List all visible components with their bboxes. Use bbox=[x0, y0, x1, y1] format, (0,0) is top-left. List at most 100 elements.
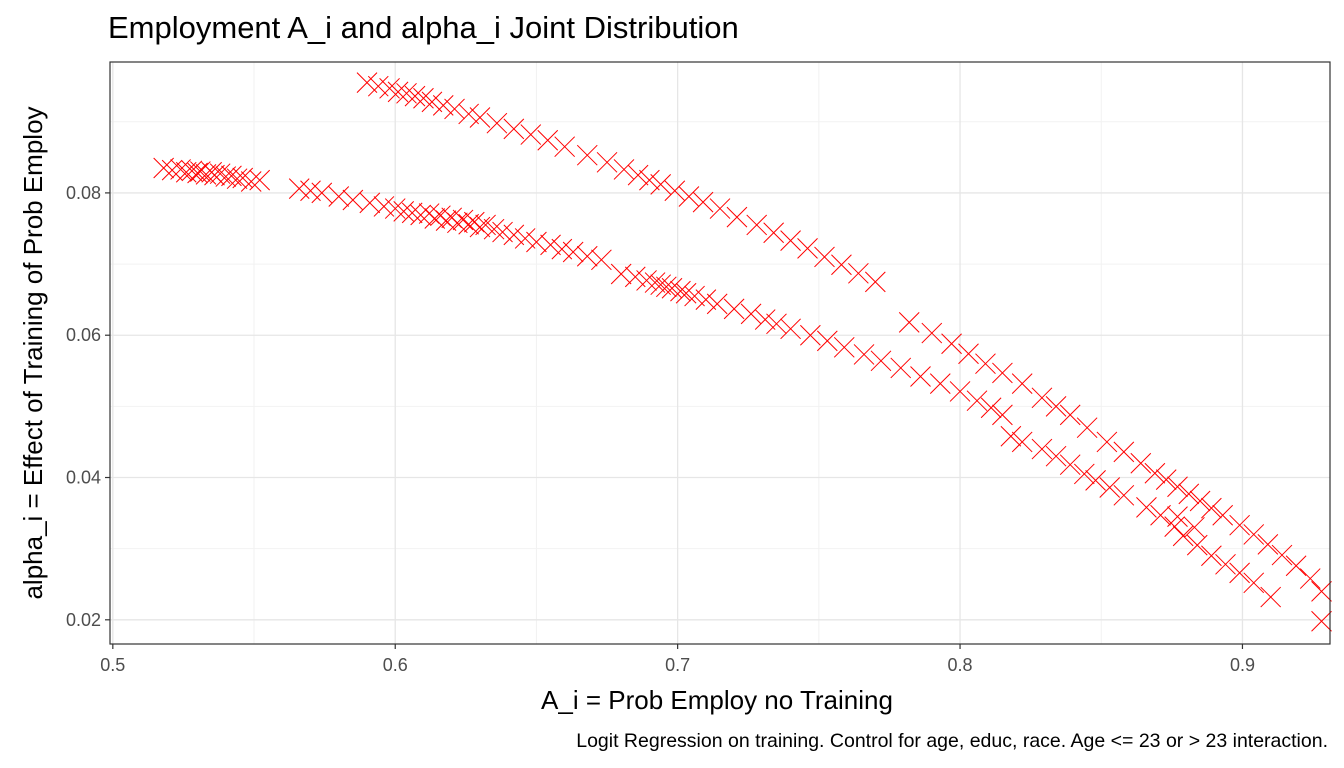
data-point bbox=[410, 204, 432, 226]
chart-caption: Logit Regression on training. Control fo… bbox=[576, 730, 1328, 752]
data-point bbox=[678, 186, 700, 207]
data-point bbox=[475, 214, 496, 236]
data-point bbox=[910, 366, 931, 387]
data-point bbox=[848, 262, 869, 284]
x-tick-label: 0.7 bbox=[665, 655, 690, 675]
data-point bbox=[356, 72, 378, 93]
data-point bbox=[359, 192, 381, 214]
data-point bbox=[514, 228, 536, 249]
x-tick-label: 0.5 bbox=[100, 655, 125, 675]
data-point bbox=[1299, 568, 1321, 589]
data-point bbox=[554, 136, 576, 158]
data-point bbox=[1229, 514, 1250, 536]
data-point bbox=[458, 213, 480, 235]
data-point bbox=[596, 151, 618, 173]
data-point bbox=[393, 201, 415, 222]
data-point bbox=[870, 350, 892, 372]
data-point bbox=[551, 238, 573, 260]
data-point bbox=[661, 277, 683, 299]
data-point bbox=[1136, 497, 1157, 518]
data-point bbox=[537, 129, 559, 151]
data-point bbox=[1031, 438, 1053, 460]
data-point bbox=[387, 81, 409, 103]
data-point bbox=[520, 124, 542, 145]
data-point bbox=[980, 397, 1002, 419]
data-point bbox=[1201, 545, 1222, 567]
data-point bbox=[610, 263, 632, 285]
x-axis-ticks: 0.5 0.6 0.7 0.8 0.9 bbox=[100, 644, 1255, 675]
x-tick-label: 0.8 bbox=[948, 655, 973, 675]
data-point bbox=[1167, 506, 1188, 527]
data-point bbox=[161, 159, 183, 181]
data-point bbox=[958, 343, 979, 365]
y-tick-label: 0.02 bbox=[66, 610, 101, 630]
data-point bbox=[636, 270, 657, 291]
data-point bbox=[342, 189, 364, 211]
data-point bbox=[469, 216, 491, 238]
data-point bbox=[444, 98, 465, 120]
data-point bbox=[949, 381, 971, 402]
data-point bbox=[695, 289, 717, 310]
x-tick-label: 0.6 bbox=[383, 655, 408, 675]
data-point bbox=[780, 230, 801, 251]
data-point bbox=[469, 107, 491, 128]
data-point bbox=[1096, 431, 1118, 453]
data-point bbox=[1150, 504, 1171, 526]
data-point bbox=[232, 167, 254, 189]
y-axis-label: alpha_i = Effect of Training of Prob Emp… bbox=[18, 106, 48, 599]
data-point bbox=[486, 112, 508, 134]
data-point bbox=[401, 202, 423, 224]
data-point bbox=[1186, 534, 1208, 556]
data-point bbox=[650, 174, 672, 195]
y-tick-label: 0.08 bbox=[66, 183, 101, 203]
data-point bbox=[526, 231, 547, 253]
data-point bbox=[1113, 484, 1135, 506]
data-point bbox=[1059, 404, 1081, 426]
data-point bbox=[992, 404, 1013, 426]
data-point bbox=[644, 272, 666, 293]
data-point bbox=[670, 280, 691, 302]
data-point bbox=[181, 160, 203, 182]
y-tick-label: 0.04 bbox=[66, 468, 101, 488]
data-point bbox=[153, 157, 175, 179]
data-point bbox=[966, 390, 988, 412]
data-point bbox=[624, 266, 646, 288]
data-point bbox=[706, 293, 728, 315]
data-point bbox=[627, 164, 649, 186]
data-point bbox=[864, 271, 886, 293]
data-point bbox=[833, 336, 855, 358]
data-point bbox=[898, 312, 920, 333]
chart-title: Employment A_i and alpha_i Joint Distrib… bbox=[108, 10, 739, 45]
data-point bbox=[1212, 504, 1234, 526]
data-point bbox=[726, 206, 748, 228]
data-point bbox=[692, 191, 714, 213]
data-point bbox=[503, 118, 525, 140]
major-gridlines bbox=[110, 62, 1330, 644]
data-point bbox=[890, 357, 912, 379]
data-point bbox=[1172, 525, 1194, 547]
x-axis-label: A_i = Prob Employ no Training bbox=[541, 685, 893, 715]
data-point bbox=[421, 91, 443, 113]
data-point bbox=[1144, 462, 1166, 484]
data-point bbox=[746, 214, 768, 236]
data-point bbox=[226, 168, 248, 190]
data-point bbox=[941, 333, 962, 355]
data-point bbox=[447, 212, 468, 234]
data-point bbox=[492, 221, 513, 243]
data-point bbox=[1045, 396, 1067, 417]
data-points bbox=[153, 72, 1332, 632]
data-point bbox=[1215, 553, 1236, 575]
data-point bbox=[1311, 610, 1332, 632]
data-point bbox=[754, 309, 776, 330]
data-point bbox=[814, 246, 835, 268]
data-point bbox=[483, 218, 505, 240]
data-point bbox=[1184, 516, 1205, 538]
data-point bbox=[190, 161, 211, 182]
data-point bbox=[1260, 586, 1282, 608]
data-point bbox=[929, 373, 951, 394]
data-point bbox=[1229, 562, 1250, 584]
data-point bbox=[396, 82, 417, 104]
data-point bbox=[249, 169, 271, 191]
data-point bbox=[1011, 373, 1033, 394]
